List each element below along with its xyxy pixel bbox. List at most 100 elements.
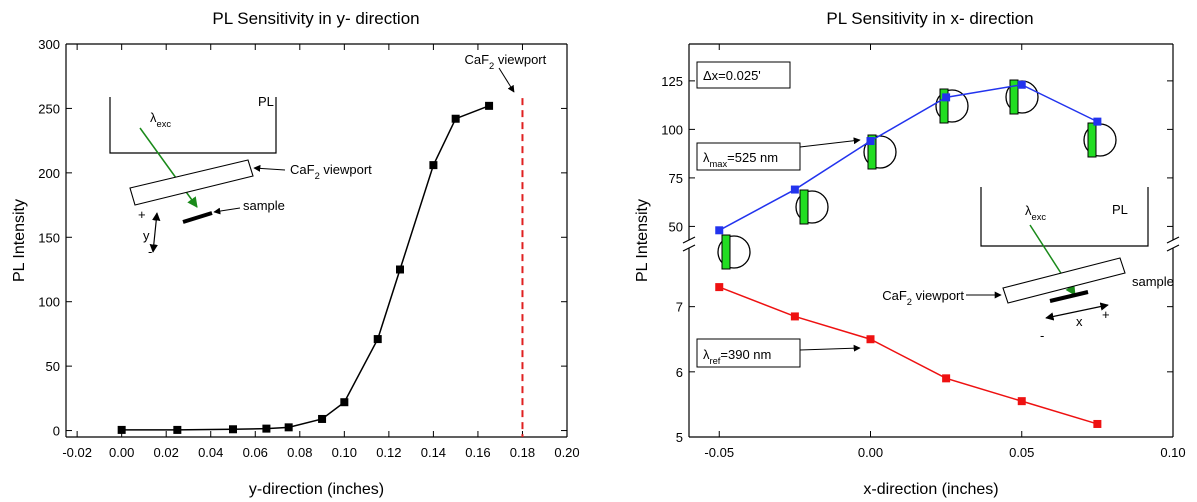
annotation: y (143, 228, 150, 243)
data-point (715, 283, 724, 292)
y-axis-label: PL Intensity (11, 199, 28, 282)
text-part: CaF (882, 288, 907, 303)
text-part: exc (157, 119, 172, 129)
text-part: 2 (489, 61, 494, 71)
data-point (790, 185, 799, 194)
text-part: + (138, 207, 146, 222)
data-point (790, 312, 799, 321)
beam-spot-icons (717, 79, 1117, 270)
x-tick-label: 0.05 (1009, 445, 1034, 460)
pointer-arrow (799, 137, 861, 148)
series-line (718, 83, 1098, 231)
annotation: CaF2 viewport (882, 288, 964, 307)
axis-break (682, 244, 696, 252)
data-point (942, 93, 951, 102)
data-point (117, 425, 126, 434)
y-tick-label: 6 (676, 365, 683, 380)
spot-bar (1009, 79, 1019, 115)
pointer-arrow (498, 67, 515, 93)
data-point (229, 425, 237, 434)
y-axis-label: PL Intensity (634, 199, 651, 282)
text-part: PL (1112, 202, 1128, 217)
x-tick-label: 0.20 (554, 445, 579, 460)
pointer-arrow (213, 207, 241, 215)
data-point (1017, 80, 1026, 89)
data-point (1017, 397, 1026, 406)
x-tick-label: 0.16 (465, 445, 490, 460)
data-point (318, 414, 327, 423)
annotation: + (138, 207, 146, 222)
data-point (715, 226, 724, 235)
annotation: + (1102, 307, 1110, 322)
text-part: Δx=0.025' (703, 68, 761, 83)
text-part: y (143, 228, 150, 243)
y-tick-label: 50 (669, 219, 683, 234)
annotation: PL (258, 94, 274, 109)
inset-diagram (109, 67, 515, 253)
data-point (866, 137, 875, 146)
text-part: 2 (315, 171, 320, 181)
x-tick-label: 0.00 (858, 445, 883, 460)
x-tick-label: 0.10 (1160, 445, 1185, 460)
text-part: =525 nm (727, 150, 778, 165)
data-point (396, 265, 404, 274)
x-tick-label: 0.12 (376, 445, 401, 460)
annotation: PL (1112, 202, 1128, 217)
label-box (696, 142, 801, 171)
y-tick-label: 150 (38, 230, 60, 245)
x-tick-label: 0.18 (510, 445, 535, 460)
x-tick-label: -0.02 (62, 445, 92, 460)
viewport-window (1002, 257, 1126, 304)
axis-break (682, 236, 696, 244)
spot-circle (717, 235, 751, 269)
data-point (262, 424, 271, 433)
annotation: λref=390 nm (703, 347, 771, 366)
y-tick-label: 50 (46, 359, 60, 374)
data-point (173, 425, 182, 434)
x-tick-label: 0.00 (109, 445, 134, 460)
y-tick-label: 5 (676, 430, 683, 445)
label-box (696, 338, 801, 368)
text-part: λ (703, 347, 710, 362)
spot-circle (935, 89, 969, 123)
annotation: CaF2 viewport (290, 162, 372, 181)
pl-collector (109, 97, 277, 154)
motion-arrow (1045, 302, 1109, 321)
text-part: viewport (320, 162, 372, 177)
data-point (485, 101, 494, 110)
axis-break (1166, 244, 1180, 252)
y-tick-label: 100 (661, 122, 683, 137)
series-line (718, 286, 1098, 425)
inset-diagram (696, 61, 1149, 368)
motion-arrow (149, 212, 161, 253)
series-line (121, 105, 490, 431)
spot-circle (795, 190, 829, 224)
y-tick-label: 0 (53, 424, 60, 439)
reference-label: CaF2 viewport (464, 52, 546, 71)
text-part: - (148, 244, 152, 259)
text-part: sample (1132, 274, 1174, 289)
data-point (429, 161, 438, 170)
annotation: λexc (1025, 203, 1046, 222)
x-tick-label: 0.14 (421, 445, 446, 460)
x-tick-label: 0.02 (154, 445, 179, 460)
y-tick-label: 75 (669, 171, 683, 186)
text-part: =390 nm (720, 347, 771, 362)
data-point (284, 423, 293, 432)
sample-bar (1049, 290, 1089, 303)
annotation: λmax=525 nm (703, 150, 778, 169)
spot-bar (799, 189, 809, 225)
data-point (451, 114, 460, 123)
text-part: exc (1032, 212, 1047, 222)
text-part: viewport (494, 52, 546, 67)
x-tick-label: 0.04 (198, 445, 223, 460)
pl-collector (980, 187, 1149, 247)
spot-bar (939, 88, 949, 124)
pointer-arrow (799, 344, 861, 352)
y-tick-label: 100 (38, 295, 60, 310)
text-part: 2 (907, 297, 912, 307)
annotation: Δx=0.025' (703, 68, 761, 83)
spot-bar (867, 134, 877, 170)
spot-bar (721, 234, 731, 270)
